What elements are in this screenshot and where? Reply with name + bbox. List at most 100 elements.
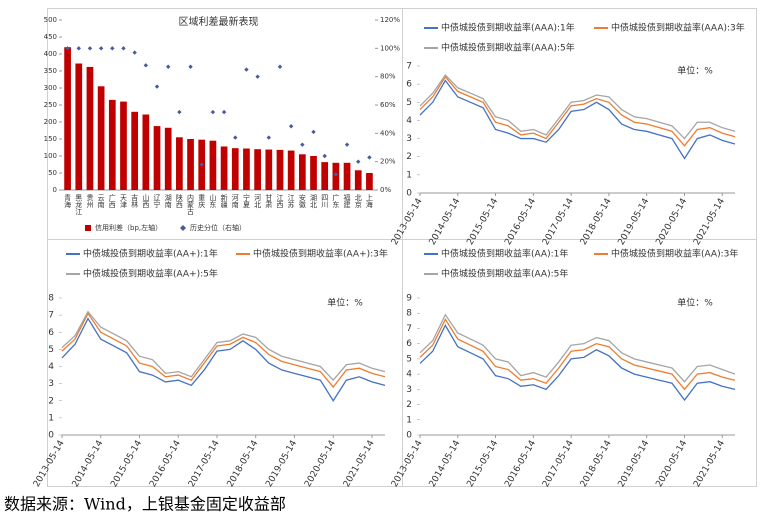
bar: [86, 66, 94, 190]
y-tick-label: 1: [406, 170, 412, 180]
y-tick-label: 300: [44, 84, 57, 92]
percentile-marker: [143, 63, 149, 68]
legend-label: 中债城投债到期收益率(AAA):5年: [441, 42, 575, 54]
y-tick-label: 2: [48, 396, 54, 406]
percentile-marker: [255, 74, 260, 79]
bar: [131, 111, 139, 190]
percentile-marker: [121, 46, 126, 51]
x-tick-label: 云南: [97, 194, 105, 208]
bar: [243, 148, 250, 190]
y-tick-label: 100: [44, 152, 57, 160]
line-series: [419, 324, 736, 402]
percentile-marker: [344, 142, 350, 147]
y-tick-label: 7: [406, 62, 412, 72]
x-tick-label: 黑龙江: [75, 194, 83, 216]
percentile-marker: [188, 64, 193, 69]
y2-tick-label: 0%: [380, 186, 391, 194]
y-tick-label: 250: [44, 101, 57, 109]
x-tick-label: 四川: [321, 194, 329, 208]
x-tick-label: 新疆: [220, 193, 228, 209]
x-tick-label: 重庆: [198, 194, 206, 209]
y-tick-label: 4: [406, 370, 412, 380]
x-tick-label: 安徽: [298, 193, 306, 209]
bar: [366, 173, 373, 190]
y-tick-label: 7: [48, 311, 54, 321]
bar: [187, 139, 194, 190]
percentile-marker: [322, 153, 327, 159]
x-tick-label: 广东: [332, 193, 340, 208]
y-tick-label: 3: [406, 385, 412, 395]
bar: [176, 137, 183, 190]
percentile-marker: [132, 50, 137, 55]
x-tick-label: 河北: [254, 194, 262, 209]
percentile-marker: [356, 159, 361, 164]
y-tick-label: 6: [406, 339, 412, 349]
bar: [276, 149, 284, 190]
y-tick-label: 450: [44, 33, 57, 41]
y-tick-label: 3: [48, 379, 54, 389]
y2-tick-label: 40%: [380, 129, 396, 137]
y-tick-label: 0: [53, 186, 57, 194]
x-tick-label: 上海: [365, 193, 373, 209]
x-tick-label: 宁夏: [242, 193, 250, 208]
bar: [287, 150, 295, 190]
x-tick-label: 甘肃: [265, 193, 273, 209]
percentile-marker: [154, 84, 160, 89]
percentile-marker: [210, 109, 216, 115]
bar: [298, 154, 306, 190]
x-tick-label: 江西: [276, 194, 284, 209]
percentile-marker: [266, 135, 272, 140]
percentile-marker: [165, 64, 171, 69]
legend-label: 中债城投债到期收益率(AA+):3年: [253, 248, 388, 260]
percentile-marker: [199, 162, 204, 167]
percentile-marker: [288, 124, 294, 129]
x-tick-label: 贵州: [86, 193, 94, 208]
y-tick-label: 0: [48, 431, 54, 441]
bar: [254, 149, 261, 190]
y2-tick-label: 100%: [380, 44, 400, 52]
line-series: [419, 317, 736, 391]
x-tick-label: 福建: [343, 193, 351, 209]
y-tick-label: 7: [406, 324, 412, 334]
percentile-marker: [367, 155, 372, 160]
y-tick-label: 1: [48, 413, 54, 423]
y2-tick-label: 120%: [380, 16, 400, 24]
y-tick-label: 50: [48, 169, 57, 177]
bar: [120, 101, 127, 190]
percentile-marker: [244, 67, 249, 72]
y-tick-label: 500: [44, 16, 57, 24]
y-tick-label: 4: [406, 116, 412, 126]
line-series: [419, 75, 736, 147]
percentile-marker: [233, 135, 238, 140]
unit-annotation: 单位：%: [677, 65, 713, 77]
percentile-marker: [110, 46, 115, 51]
y-tick-label: 200: [44, 118, 57, 126]
line-series: [419, 74, 736, 140]
y-tick-label: 8: [48, 294, 54, 304]
legend-marker: [180, 225, 186, 231]
y2-tick-label: 20%: [380, 158, 396, 166]
percentile-marker: [76, 46, 81, 51]
line-series: [61, 317, 386, 402]
x-tick-label: 辽宁: [153, 194, 161, 208]
y2-tick-label: 80%: [380, 73, 396, 81]
y-tick-label: 5: [48, 345, 54, 355]
line-series: [61, 310, 386, 382]
y2-tick-label: 60%: [380, 101, 396, 109]
bar: [108, 99, 116, 190]
x-tick-label: 河南: [231, 194, 239, 208]
x-tick-label: 天津: [119, 194, 127, 209]
percentile-marker: [87, 46, 93, 51]
x-tick-label: 湖北: [310, 193, 318, 209]
x-tick-label: 青海: [64, 193, 72, 209]
percentile-marker: [300, 142, 305, 147]
y-tick-label: 0: [406, 189, 412, 199]
percentile-marker: [277, 64, 283, 69]
bar: [75, 63, 83, 190]
y-tick-label: 8: [406, 309, 412, 319]
legend-label: 历史分位（右轴）: [190, 223, 246, 232]
x-tick-label: 广西: [108, 193, 116, 209]
line-series: [61, 312, 386, 389]
